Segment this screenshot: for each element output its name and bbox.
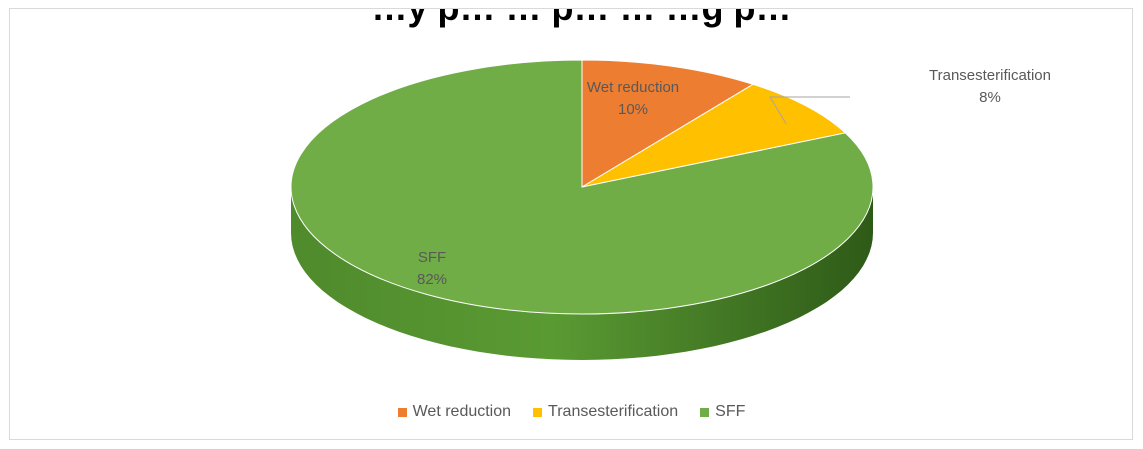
- data-label-category-sff: SFF: [418, 249, 446, 266]
- legend-label-wet-reduction: Wet reduction: [412, 403, 512, 420]
- legend-entry-transesterification: Transesterification: [533, 403, 678, 421]
- data-label-value-transesterification: 8%: [979, 89, 1001, 106]
- legend-swatch-transesterification: [533, 407, 543, 417]
- leader-line-transesterification: [769, 96, 850, 125]
- legend: Wet reduction Transesterification SFF: [0, 403, 1143, 421]
- data-label-category-transesterification: Transesterification: [929, 67, 1051, 84]
- data-label-value-sff: 82%: [417, 271, 447, 288]
- legend-label-sff: SFF: [715, 403, 746, 420]
- pie-slice-wet-reduction: [581, 59, 755, 188]
- chart-title-partial: …y p… … p… … …g p…: [10, 9, 1132, 29]
- legend-entry-sff: SFF: [700, 403, 745, 421]
- legend-swatch-wet-reduction: [397, 407, 407, 417]
- data-label-category-wet-reduction: Wet reduction: [587, 79, 679, 96]
- pie-slice-sff: [290, 59, 874, 315]
- legend-swatch-sff: [700, 407, 710, 417]
- legend-entry-wet-reduction: Wet reduction: [397, 403, 512, 421]
- legend-label-transesterification: Transesterification: [548, 403, 679, 420]
- pie-side-sff: [291, 187, 873, 360]
- pie-slice-transesterification: [581, 83, 847, 188]
- data-label-value-wet-reduction: 10%: [618, 101, 648, 118]
